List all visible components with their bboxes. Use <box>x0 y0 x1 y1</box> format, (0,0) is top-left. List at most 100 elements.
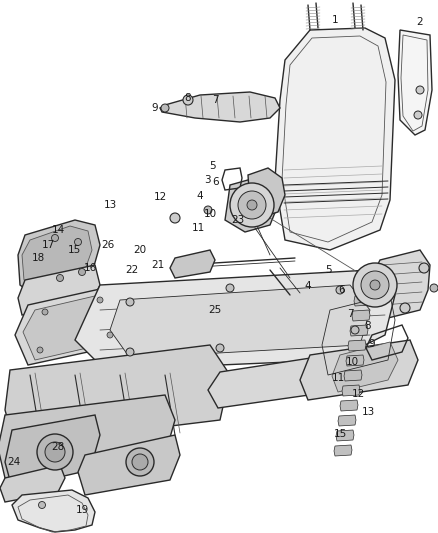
Polygon shape <box>0 395 175 478</box>
Text: 6: 6 <box>339 285 345 295</box>
Circle shape <box>37 434 73 470</box>
Polygon shape <box>248 168 285 218</box>
Polygon shape <box>398 30 432 135</box>
Text: 10: 10 <box>346 357 359 367</box>
Circle shape <box>247 200 257 210</box>
Text: 4: 4 <box>305 281 311 291</box>
Circle shape <box>216 344 224 352</box>
Text: 2: 2 <box>417 17 423 27</box>
Text: 22: 22 <box>125 265 138 275</box>
Polygon shape <box>350 325 368 336</box>
Polygon shape <box>110 285 370 358</box>
Circle shape <box>204 206 212 214</box>
Text: 10: 10 <box>203 209 216 219</box>
Circle shape <box>126 298 134 306</box>
Polygon shape <box>332 342 398 392</box>
Circle shape <box>226 284 234 292</box>
Polygon shape <box>338 415 356 426</box>
Text: 14: 14 <box>51 225 65 235</box>
Polygon shape <box>275 28 395 250</box>
Polygon shape <box>354 295 372 306</box>
Text: 8: 8 <box>185 93 191 103</box>
Circle shape <box>57 274 64 281</box>
Text: 24: 24 <box>7 457 21 467</box>
Text: 20: 20 <box>134 245 147 255</box>
Text: 3: 3 <box>204 175 210 185</box>
Circle shape <box>37 347 43 353</box>
Circle shape <box>78 269 85 276</box>
Circle shape <box>52 235 59 241</box>
Circle shape <box>238 191 266 219</box>
Text: 28: 28 <box>51 442 65 452</box>
Polygon shape <box>344 370 362 381</box>
Polygon shape <box>352 310 370 321</box>
Polygon shape <box>334 445 352 456</box>
Circle shape <box>416 86 424 94</box>
Polygon shape <box>78 435 180 495</box>
Circle shape <box>419 263 429 273</box>
Polygon shape <box>225 178 280 232</box>
Polygon shape <box>336 430 354 441</box>
Text: 12: 12 <box>351 389 364 399</box>
Polygon shape <box>12 490 95 532</box>
Polygon shape <box>342 385 360 396</box>
Text: 19: 19 <box>75 505 88 515</box>
Polygon shape <box>372 250 430 320</box>
Text: 15: 15 <box>67 245 81 255</box>
Polygon shape <box>5 415 100 488</box>
Circle shape <box>400 303 410 313</box>
Polygon shape <box>22 226 92 295</box>
Polygon shape <box>160 92 280 122</box>
Polygon shape <box>356 280 374 291</box>
Circle shape <box>361 271 389 299</box>
Text: 13: 13 <box>361 407 374 417</box>
Text: 5: 5 <box>325 265 331 275</box>
Circle shape <box>414 111 422 119</box>
Circle shape <box>370 280 380 290</box>
Text: 26: 26 <box>101 240 115 250</box>
Circle shape <box>39 502 46 508</box>
Circle shape <box>126 348 134 356</box>
Text: 1: 1 <box>332 15 338 25</box>
Text: 7: 7 <box>347 309 353 319</box>
Circle shape <box>230 183 274 227</box>
Text: 21: 21 <box>152 260 165 270</box>
Polygon shape <box>348 340 366 351</box>
Circle shape <box>42 309 48 315</box>
Circle shape <box>430 284 438 292</box>
Text: 4: 4 <box>197 191 203 201</box>
Polygon shape <box>0 465 65 502</box>
Polygon shape <box>75 270 395 370</box>
Polygon shape <box>208 355 342 408</box>
Text: 23: 23 <box>231 215 245 225</box>
Text: 13: 13 <box>103 200 117 210</box>
Circle shape <box>183 95 193 105</box>
Circle shape <box>351 326 359 334</box>
Text: 25: 25 <box>208 305 222 315</box>
Circle shape <box>74 238 81 246</box>
Circle shape <box>161 104 169 112</box>
Polygon shape <box>23 292 122 360</box>
Text: 9: 9 <box>152 103 158 113</box>
Polygon shape <box>346 355 364 366</box>
Circle shape <box>107 332 113 338</box>
Circle shape <box>97 297 103 303</box>
Text: 18: 18 <box>32 253 45 263</box>
Text: 16: 16 <box>83 263 97 273</box>
Circle shape <box>336 286 344 294</box>
Circle shape <box>45 442 65 462</box>
Text: 11: 11 <box>332 373 345 383</box>
Text: 5: 5 <box>208 161 215 171</box>
Polygon shape <box>300 340 418 400</box>
Circle shape <box>132 454 148 470</box>
Text: 11: 11 <box>191 223 205 233</box>
Circle shape <box>126 448 154 476</box>
Text: 7: 7 <box>212 95 218 105</box>
Text: 15: 15 <box>333 429 346 439</box>
Polygon shape <box>15 285 130 365</box>
Text: 12: 12 <box>153 192 166 202</box>
Text: 8: 8 <box>365 321 371 331</box>
Polygon shape <box>170 250 215 278</box>
Text: 17: 17 <box>41 240 55 250</box>
Polygon shape <box>340 400 358 411</box>
